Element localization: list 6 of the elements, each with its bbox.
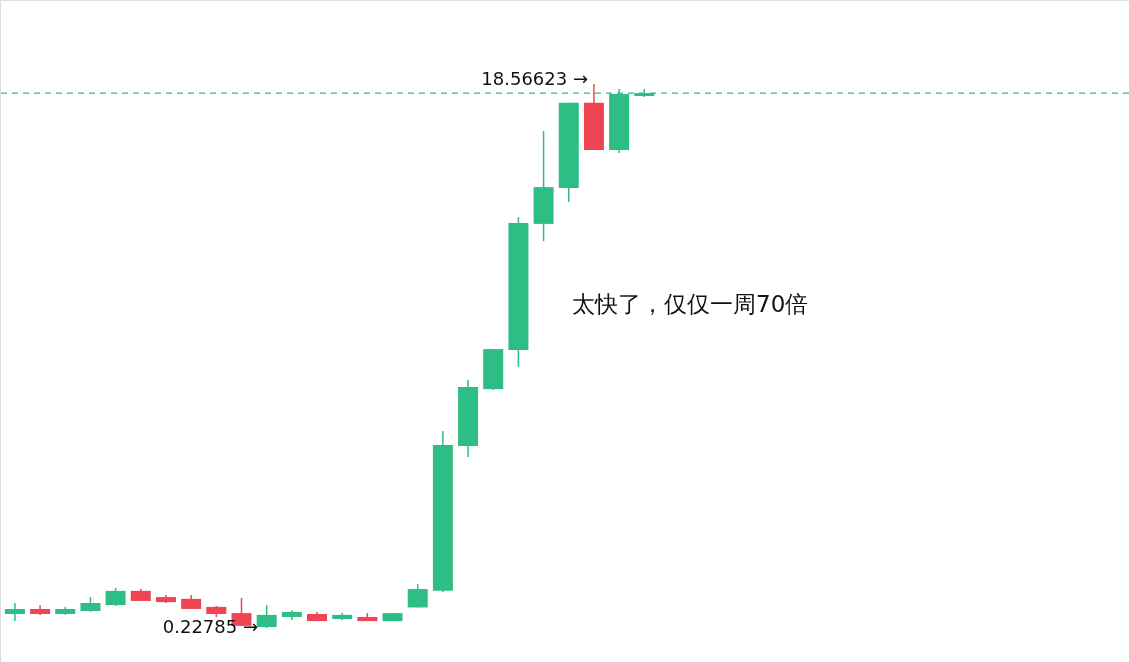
annotation: 太快了，仅仅一周70倍 bbox=[572, 291, 809, 317]
candlestick bbox=[105, 587, 126, 607]
candlestick bbox=[256, 604, 277, 629]
annotation: 0.22785 → bbox=[162, 616, 258, 637]
annotation: 18.56623 → bbox=[481, 68, 588, 89]
candlestick bbox=[4, 602, 25, 622]
